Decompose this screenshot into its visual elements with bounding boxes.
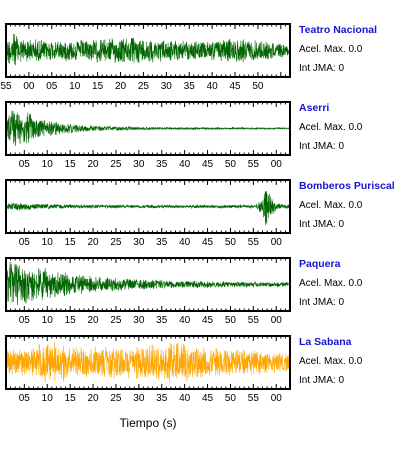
tick-label: 20 [115, 81, 127, 92]
jma-intensity-label: Int JMA: 0 [299, 63, 344, 74]
waveform-trace [5, 110, 291, 146]
max-acceleration-label: Acel. Max. 0.0 [299, 44, 363, 55]
tick-label: 15 [65, 393, 77, 404]
tick-label: 10 [42, 159, 54, 170]
tick-label: 10 [69, 81, 81, 92]
station-name: Teatro Nacional [299, 24, 377, 36]
tick-label: 40 [207, 81, 219, 92]
tick-label: 50 [225, 237, 237, 248]
jma-intensity-label: Int JMA: 0 [299, 375, 344, 386]
tick-label: 05 [19, 315, 31, 326]
seismogram-panels: 55 00 05 10 15 20 25 30 35 40 45 50 Teatro Nacional A… [0, 23, 395, 404]
tick-label: 30 [133, 315, 145, 326]
tick-label: 00 [271, 237, 283, 248]
max-acceleration-label: Acel. Max. 0.0 [299, 122, 363, 133]
station-name: Aserri [299, 102, 329, 114]
station-name: Bomberos Puriscal [299, 180, 395, 192]
tick-label: 15 [92, 81, 104, 92]
tick-label: 25 [110, 393, 122, 404]
tick-label: 10 [42, 393, 54, 404]
panel-0: 55 00 05 10 15 20 25 30 35 40 45 50 Teatro Nacional A… [0, 23, 377, 92]
tick-label: 25 [110, 315, 122, 326]
tick-label: 30 [161, 81, 173, 92]
tick-label: 55 [248, 237, 260, 248]
tick-label: 50 [225, 393, 237, 404]
tick-label: 00 [271, 159, 283, 170]
tick-label: 35 [156, 237, 168, 248]
jma-intensity-label: Int JMA: 0 [299, 297, 344, 308]
tick-label: 35 [156, 393, 168, 404]
tick-label: 15 [65, 315, 77, 326]
panel-2: 05 10 15 20 25 30 35 40 45 50 55 00 Bomberos Purisca… [5, 179, 395, 248]
tick-label: 40 [179, 237, 191, 248]
tick-label: 45 [229, 81, 241, 92]
tick-label: 40 [179, 315, 191, 326]
jma-intensity-label: Int JMA: 0 [299, 219, 344, 230]
tick-label: 10 [42, 237, 54, 248]
tick-label: 15 [65, 159, 77, 170]
x-axis-label: Tiempo (s) [120, 416, 177, 430]
tick-label: 05 [19, 393, 31, 404]
tick-label: 35 [184, 81, 196, 92]
tick-label: 05 [19, 237, 31, 248]
tick-label: 20 [87, 159, 99, 170]
tick-label: 50 [252, 81, 264, 92]
tick-label: 50 [225, 315, 237, 326]
tick-label: 10 [42, 315, 54, 326]
panel-1: 05 10 15 20 25 30 35 40 45 50 55 00 Aserri Acel. Max.… [5, 101, 363, 170]
tick-label: 55 [248, 315, 260, 326]
tick-label: 20 [87, 393, 99, 404]
tick-label: 15 [65, 237, 77, 248]
tick-label: 20 [87, 237, 99, 248]
waveform-trace [5, 261, 291, 305]
tick-label: 40 [179, 159, 191, 170]
jma-intensity-label: Int JMA: 0 [299, 141, 344, 152]
station-name: Paquera [299, 258, 341, 270]
tick-label: 45 [202, 237, 214, 248]
tick-label: 45 [202, 315, 214, 326]
tick-label: 25 [110, 159, 122, 170]
waveform-trace [5, 342, 291, 383]
max-acceleration-label: Acel. Max. 0.0 [299, 278, 363, 289]
tick-label: 30 [133, 237, 145, 248]
tick-label: 05 [19, 159, 31, 170]
waveform-trace [5, 33, 291, 66]
panel-3: 05 10 15 20 25 30 35 40 45 50 55 00 Paquera Acel. Max… [5, 257, 363, 326]
tick-label: 45 [202, 393, 214, 404]
max-acceleration-label: Acel. Max. 0.0 [299, 356, 363, 367]
tick-label: 55 [248, 393, 260, 404]
waveform-trace [5, 191, 291, 226]
tick-label: 55 [0, 81, 12, 92]
tick-label: 45 [202, 159, 214, 170]
tick-label: 30 [133, 393, 145, 404]
tick-label: 30 [133, 159, 145, 170]
tick-label: 35 [156, 315, 168, 326]
tick-label: 00 [271, 393, 283, 404]
tick-label: 55 [248, 159, 260, 170]
tick-label: 50 [225, 159, 237, 170]
tick-label: 05 [46, 81, 58, 92]
tick-label: 40 [179, 393, 191, 404]
panel-4: 05 10 15 20 25 30 35 40 45 50 55 00 La Sabana Acel. M… [5, 335, 363, 404]
station-name: La Sabana [299, 336, 352, 348]
tick-label: 25 [110, 237, 122, 248]
tick-label: 20 [87, 315, 99, 326]
tick-label: 35 [156, 159, 168, 170]
tick-label: 00 [23, 81, 35, 92]
tick-label: 25 [138, 81, 150, 92]
tick-label: 00 [271, 315, 283, 326]
max-acceleration-label: Acel. Max. 0.0 [299, 200, 363, 211]
